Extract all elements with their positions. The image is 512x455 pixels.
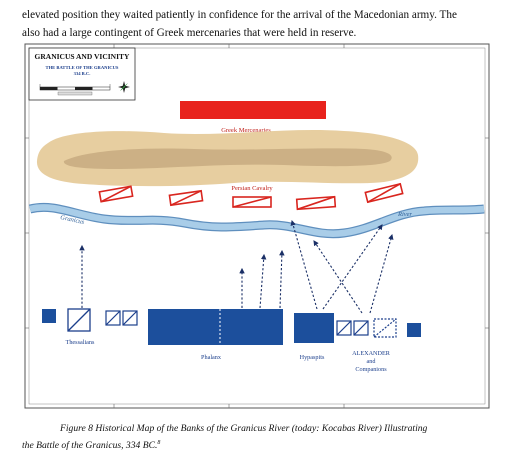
figure-caption: Figure 8 Historical Map of the Banks of … [22, 421, 492, 453]
caption-line-2: the Battle of the Granicus, 334 BC. [22, 440, 158, 452]
intro-line-2: also had a large contingent of Greek mer… [22, 27, 357, 39]
alexander-label: ALEXANDER [352, 350, 391, 357]
battle-map: GRANICUS AND VICINITY THE BATTLE OF THE … [24, 43, 490, 409]
persian-cavalry-label: Persian Cavalry [231, 185, 273, 192]
thessalians-label: Thessalians [66, 339, 95, 346]
caption-footnote: 8 [157, 440, 161, 446]
river-label-left: Granicus [60, 214, 86, 226]
border-ticks [25, 44, 489, 408]
compass-rose-icon [118, 81, 130, 93]
map-inner-frame [28, 47, 486, 405]
phalanx-label: Phalanx [201, 354, 222, 361]
greek-mercenaries-block [180, 101, 326, 119]
map-subtitle: THE BATTLE OF THE GRANICUS [46, 65, 119, 70]
right-flank-unit [407, 323, 421, 337]
intro-line-1: elevated position they waited patiently … [22, 9, 457, 21]
granicus-river-fill [29, 204, 485, 237]
scale-bar [39, 84, 111, 96]
thessalians-unit [67, 308, 91, 332]
alexander-label-and: and [367, 358, 377, 365]
light-cavalry-units [105, 310, 138, 326]
advance-arrows [79, 219, 394, 314]
persian-cavalry-units [98, 182, 404, 211]
macedonian-units [42, 308, 421, 345]
companions-label: Companions [355, 366, 387, 373]
left-flank-unit [42, 309, 56, 323]
companions-units [336, 318, 397, 338]
greek-mercenaries-label: Greek Mercenaries [221, 127, 271, 134]
map-title-box: GRANICUS AND VICINITY THE BATTLE OF THE … [28, 47, 136, 101]
phalanx-block [148, 309, 283, 345]
map-date: 334 B.C. [74, 71, 91, 76]
caption-line-1: Figure 8 Historical Map of the Banks of … [60, 423, 428, 434]
intro-paragraph: elevated position they waited patiently … [22, 6, 494, 42]
hill-ridge [63, 148, 392, 169]
hypaspists-label: Hypaspits [300, 354, 325, 361]
river-label-right: River [397, 211, 413, 218]
hypaspists-block [294, 313, 334, 343]
map-title: GRANICUS AND VICINITY [35, 52, 130, 61]
